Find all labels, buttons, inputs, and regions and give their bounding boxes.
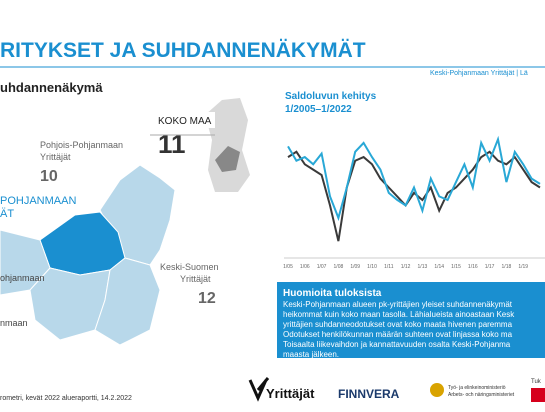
ministry-emblem [430,383,444,397]
region-label: Yrittäjät [40,152,71,162]
region-label: nmaan [0,318,28,328]
logo: Työ- ja elinkeinoministeriö [448,385,506,391]
footer-text: rometri, kevät 2022 alueraportti, 14.2.2… [0,395,132,402]
notes-text: Keski-Pohjanmaan alueen pk-yrittäjien yl… [283,300,515,359]
chart-title: Saldoluvun kehitys [285,91,377,102]
finland-minimap [205,98,250,192]
logo: Tuk [531,379,542,385]
yrittajat-icon [248,377,270,402]
notes-title: Huomioita tuloksista [283,288,382,299]
notes-line: Odotukset henkilökunnan määrän suhteen o… [283,330,513,339]
x-tick-label: 1/11 [384,264,394,270]
koko-maa-label: KOKO MAA [158,116,212,127]
region-label: Pohjois-Pohjanmaan [40,140,123,150]
notes-line: Keski-Pohjanmaan alueen pk-yrittäjien yl… [283,300,513,309]
region-value: 10 [40,168,58,185]
region-label: Yrittäjät [180,274,211,284]
notes-line: Toisaalta liikevaihdon ja kannattavuuden… [283,340,511,349]
x-tick-label: 1/06 [300,264,310,270]
region-label: ÄT [0,208,14,220]
line-chart: 1/05 1/06 1/07 1/08 1/09 1/10 1/11 1/12 1/13 1/14… [283,135,545,270]
x-tick-label: 1/10 [367,264,377,270]
x-tick-label: 1/07 [317,264,327,270]
notes-line: yrittäjien suhdanneodotukset ovat koko m… [283,320,513,329]
series-line [287,135,541,222]
logo: Yrittäjät [266,386,315,401]
x-tick-label: 1/18 [502,264,512,270]
source-label: Keski-Pohjanmaan Yrittäjät | Lä [430,70,528,77]
region-label: ohjanmaan [0,273,45,283]
region-keski-suomi [94,257,161,346]
notes-line: heikommat kuin koko maan tasolla. Lähial… [283,310,515,319]
koko-maa-box [155,112,215,128]
notes-line: maasta jälkeen. [283,350,339,359]
logo: Arbets- och näringsministeriet [448,392,515,398]
logo-mark [531,388,545,402]
section-title: uhdannenäkymä [0,80,103,95]
logo: FINNVERA [338,387,400,401]
x-tick-label: 1/14 [434,264,444,270]
map: KOKO MAA 11 Pohjois-Pohjanmaan Yrittäjät… [0,98,250,346]
x-tick-label: 1/05 [283,264,293,270]
x-tick-label: 1/13 [418,264,428,270]
series-line [287,150,541,242]
x-tick-label: 1/12 [401,264,411,270]
minimap-highlight [215,146,240,172]
x-tick-label: 1/09 [350,264,360,270]
koko-maa-value: 11 [158,129,186,159]
region-value: 12 [198,290,216,307]
chart-subtitle: 1/2005–1/2022 [285,104,352,115]
notes-box [277,282,545,358]
x-tick-label: 1/08 [334,264,344,270]
region-label: POHJANMAAN [0,195,76,207]
x-tick-label: 1/17 [485,264,495,270]
x-tick-label: 1/15 [451,264,461,270]
region-label: Keski-Suomen [160,262,219,272]
x-tick-label: 1/19 [518,264,528,270]
x-tick-label: 1/16 [468,264,478,270]
page-title: RITYKSET JA SUHDANNENÄKYMÄT [0,39,366,62]
